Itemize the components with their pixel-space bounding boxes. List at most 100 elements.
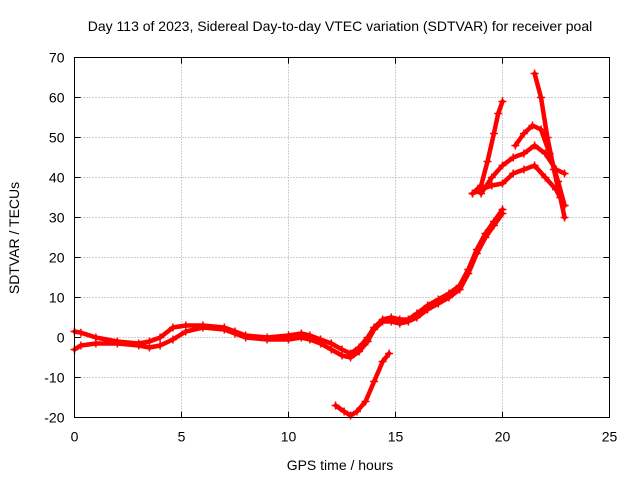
y-tick-label: -10 [44, 370, 64, 386]
y-tick-label: 0 [57, 330, 65, 346]
data-point [468, 189, 477, 198]
x-axis-label: GPS time / hours [287, 457, 394, 473]
data-point [472, 249, 481, 258]
data-point [509, 169, 518, 178]
data-point [464, 269, 473, 278]
data-point [537, 125, 546, 134]
y-tick-label: 30 [49, 210, 65, 226]
data-point [346, 353, 355, 362]
series-track-main-upper [72, 207, 505, 356]
data-point [145, 343, 154, 352]
data-point [370, 377, 379, 386]
data-point [489, 221, 498, 230]
data-point [434, 299, 443, 308]
data-point [198, 323, 207, 332]
data-point [305, 335, 314, 344]
data-point [231, 329, 239, 338]
data-point [363, 337, 372, 346]
data-point [537, 93, 546, 102]
data-point [385, 349, 394, 358]
plot-frame [74, 57, 610, 418]
data-point [91, 339, 100, 348]
data-point [156, 341, 165, 350]
y-axis-label: SDTVAR / TECUs [6, 182, 22, 294]
data-point [494, 109, 503, 118]
data-point [404, 317, 413, 326]
data-point [556, 193, 565, 202]
data-point [297, 333, 306, 342]
data-point [168, 323, 177, 332]
data-point [134, 341, 143, 350]
data-point [541, 173, 550, 182]
data-point [543, 133, 552, 142]
data-point [331, 401, 340, 410]
data-point [530, 141, 539, 150]
data-point [352, 407, 361, 416]
data-point [181, 327, 190, 336]
data-point [346, 411, 355, 420]
chart-title: Day 113 of 2023, Sidereal Day-to-day VTE… [88, 18, 592, 34]
y-tick-label: 60 [49, 90, 65, 106]
data-point [483, 157, 492, 166]
x-tick-label: 25 [602, 429, 618, 445]
data-point [487, 173, 496, 182]
series-track-main-lower [72, 211, 505, 360]
data-point [528, 121, 537, 130]
data-point [519, 165, 528, 174]
x-tick-label: 5 [178, 429, 186, 445]
tick-layer: 0 5 10 15 20 25 -20 -10 0 10 20 30 40 50 60 70 [44, 50, 617, 445]
data-point [378, 317, 387, 326]
y-tick-label: 10 [49, 290, 65, 306]
data-point [477, 189, 486, 198]
data-point [378, 357, 387, 366]
data-point [560, 169, 569, 178]
data-point [445, 293, 453, 302]
data-point [498, 209, 507, 218]
y-tick-label: 50 [49, 130, 65, 146]
data-point [519, 149, 528, 158]
y-tick-label: -20 [44, 410, 64, 426]
data-point [220, 325, 229, 334]
x-tick-label: 20 [495, 429, 511, 445]
data-point [498, 97, 507, 106]
data-point [455, 285, 464, 294]
data-point [530, 69, 539, 78]
data-point [498, 179, 507, 188]
data-point [361, 397, 370, 406]
data-point [156, 333, 165, 342]
data-point [370, 325, 379, 334]
data-point [481, 233, 490, 242]
y-tick-label: 70 [49, 50, 65, 66]
data-point [530, 161, 539, 170]
data-point [509, 153, 518, 162]
data-point [316, 339, 325, 348]
data-point [511, 141, 520, 150]
data-point [355, 347, 364, 356]
data-point [423, 305, 432, 314]
data-point [560, 213, 569, 222]
y-tick-label: 20 [49, 250, 65, 266]
y-tick-label: 40 [49, 170, 65, 186]
x-tick-label: 10 [281, 429, 297, 445]
data-point [340, 407, 349, 416]
data-point [284, 335, 293, 344]
data-point [519, 129, 528, 138]
data-point [168, 335, 177, 344]
x-tick-label: 0 [71, 429, 79, 445]
x-tick-label: 15 [388, 429, 404, 445]
data-point [241, 333, 250, 342]
data-point [549, 165, 558, 174]
series-track-dip-arc [333, 351, 392, 418]
data-point [76, 328, 85, 337]
data-point [489, 129, 498, 138]
data-point [76, 341, 85, 350]
data-point [412, 313, 421, 322]
data-point [395, 319, 404, 328]
data-point [498, 161, 507, 170]
data-point [263, 335, 272, 344]
grid-layer [74, 57, 610, 418]
data-point [387, 317, 396, 326]
data-point [327, 345, 336, 354]
series-layer [70, 69, 569, 420]
